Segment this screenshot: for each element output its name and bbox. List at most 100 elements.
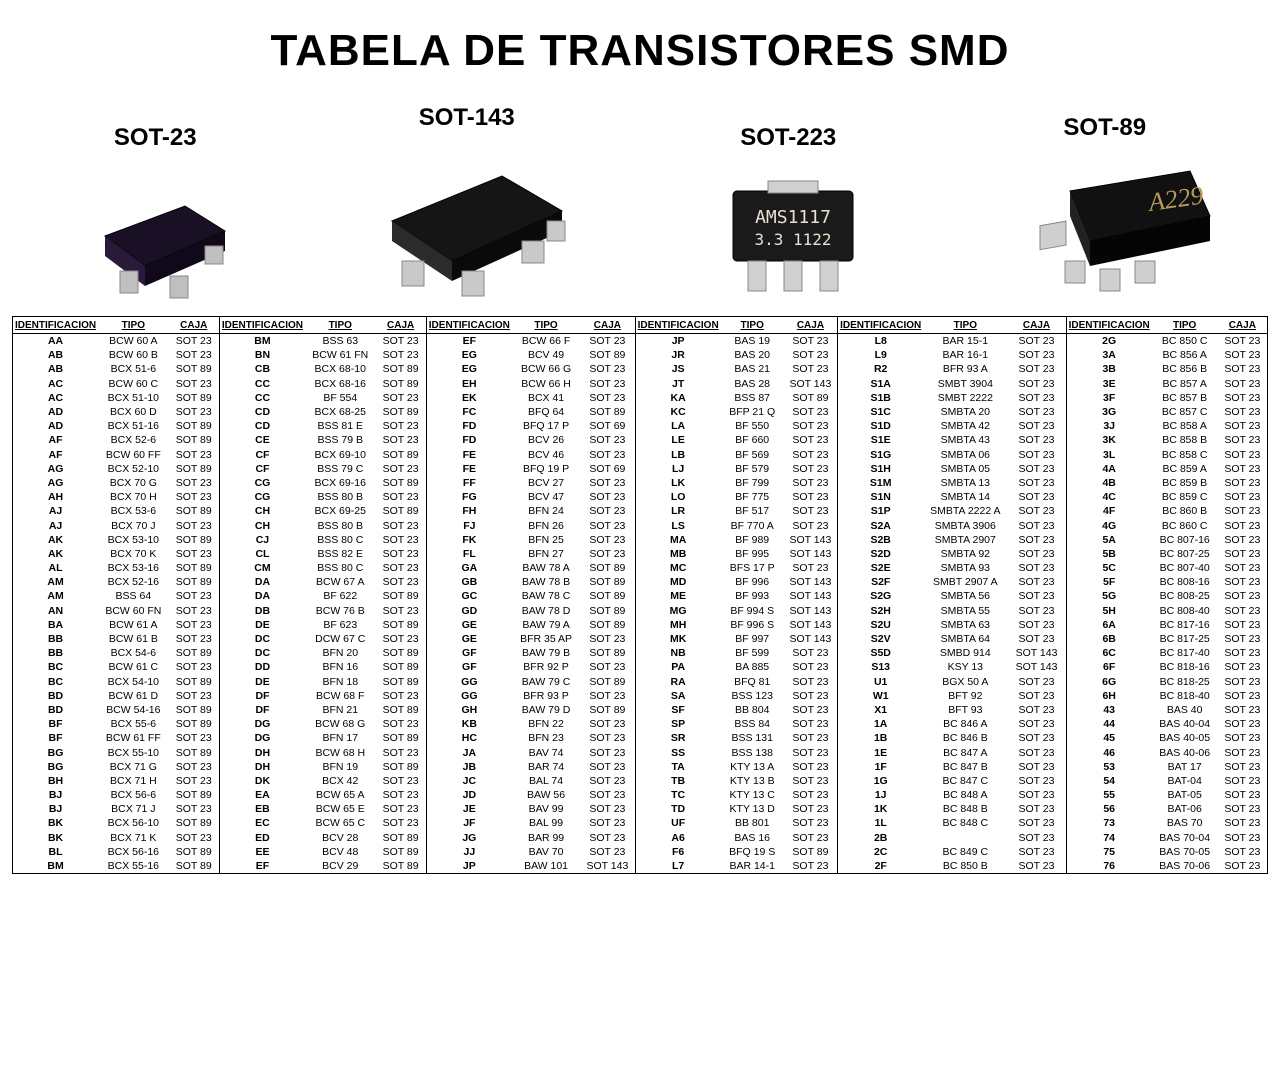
table-row: BMBCX 55-16SOT 89 [13, 859, 219, 873]
type-cell: BCX 51-6 [98, 362, 168, 376]
table-row: DFBCW 68 FSOT 23 [220, 689, 426, 703]
table-row: FHBFN 24SOT 23 [427, 504, 635, 518]
package-cell: SOT 89 [169, 362, 219, 376]
type-cell: BAR 74 [512, 760, 580, 774]
type-cell: BC 857 B [1152, 391, 1218, 405]
package-cell: SOT 23 [1007, 760, 1065, 774]
id-cell: 2G [1067, 334, 1152, 349]
package-cell: SOT 23 [784, 831, 837, 845]
type-cell: BAS 40-05 [1152, 731, 1218, 745]
package-cell: SOT 143 [784, 547, 837, 561]
type-cell: KTY 13 C [721, 788, 784, 802]
id-cell: 1G [838, 774, 923, 788]
type-cell: BCX 52-6 [98, 433, 168, 447]
package-cell: SOT 89 [375, 859, 425, 873]
id-cell: 3E [1067, 377, 1152, 391]
id-cell: FJ [427, 518, 512, 532]
package-cell: SOT 23 [1007, 561, 1065, 575]
package-cell: SOT 23 [169, 689, 219, 703]
id-cell: JR [636, 348, 721, 362]
package-cell: SOT 89 [169, 462, 219, 476]
package-cell: SOT 89 [375, 377, 425, 391]
package-cell: SOT 23 [1007, 547, 1065, 561]
package-cell: SOT 89 [169, 419, 219, 433]
table-group: IDENTIFICACIONTIPOCAJAL8BAR 15-1SOT 23L9… [838, 317, 1066, 874]
type-cell: BF 554 [305, 391, 375, 405]
package-cell: SOT 23 [1218, 859, 1267, 873]
type-cell: BF 550 [721, 419, 784, 433]
id-cell: BN [220, 348, 305, 362]
package-cell: SOT 23 [1218, 362, 1267, 376]
package-cell: SOT 23 [1007, 745, 1065, 759]
id-cell: 76 [1067, 859, 1152, 873]
table-row: CDBCX 68-25SOT 89 [220, 405, 426, 419]
id-cell: GG [427, 675, 512, 689]
type-cell: BCX 56-16 [98, 845, 168, 859]
type-cell: BF 660 [721, 433, 784, 447]
type-cell: BCX 55-16 [98, 859, 168, 873]
type-cell: BFQ 17 P [512, 419, 580, 433]
table-row: FLBFN 27SOT 23 [427, 547, 635, 561]
table-row: 6ABC 817-16SOT 23 [1067, 618, 1267, 632]
id-cell: DH [220, 745, 305, 759]
package-sot143: SOT-143 [352, 104, 582, 306]
table-row: GFBFR 92 PSOT 23 [427, 660, 635, 674]
table-row: DBBCW 76 BSOT 23 [220, 604, 426, 618]
id-cell: EE [220, 845, 305, 859]
id-cell: EH [427, 377, 512, 391]
type-cell: BCV 26 [512, 433, 580, 447]
id-cell: BK [13, 816, 98, 830]
id-cell: 1E [838, 745, 923, 759]
table-row: CDBSS 81 ESOT 23 [220, 419, 426, 433]
column-header: CAJA [375, 317, 425, 334]
type-cell: BGX 50 A [923, 675, 1007, 689]
type-cell: SMBTA 14 [923, 490, 1007, 504]
type-cell: BCX 51-10 [98, 391, 168, 405]
table-row: AKBCX 70 KSOT 23 [13, 547, 219, 561]
package-cell: SOT 89 [169, 703, 219, 717]
table-row: BFBCX 55-6SOT 89 [13, 717, 219, 731]
type-cell: BAS 70-04 [1152, 831, 1218, 845]
type-cell: BF 569 [721, 448, 784, 462]
package-cell: SOT 23 [580, 731, 634, 745]
package-cell: SOT 89 [169, 433, 219, 447]
type-cell: BAT 17 [1152, 760, 1218, 774]
table-row: AABCW 60 ASOT 23 [13, 334, 219, 349]
table-row: 1LBC 848 CSOT 23 [838, 816, 1065, 830]
type-cell: BSS 80 B [305, 518, 375, 532]
table-row: LSBF 770 ASOT 23 [636, 518, 838, 532]
type-cell: BCW 76 B [305, 604, 375, 618]
table-row: AFBCX 52-6SOT 89 [13, 433, 219, 447]
package-cell: SOT 23 [1218, 675, 1267, 689]
package-cell: SOT 89 [580, 561, 634, 575]
table-row: S1NSMBTA 14SOT 23 [838, 490, 1065, 504]
type-cell: BCV 28 [305, 831, 375, 845]
transistor-table: IDENTIFICACIONTIPOCAJAAABCW 60 ASOT 23AB… [12, 316, 1268, 874]
type-cell: BSS 79 C [305, 462, 375, 476]
column-header: TIPO [923, 317, 1007, 334]
table-row: S2GSMBTA 56SOT 23 [838, 589, 1065, 603]
id-cell: JE [427, 802, 512, 816]
id-cell: S1M [838, 476, 923, 490]
table-row: 1EBC 847 ASOT 23 [838, 745, 1065, 759]
type-cell: BF 996 [721, 575, 784, 589]
type-cell: BCX 53-6 [98, 504, 168, 518]
table-row: CFBSS 79 CSOT 23 [220, 462, 426, 476]
package-cell: SOT 23 [1007, 703, 1065, 717]
table-row: BDBCW 54-16SOT 89 [13, 703, 219, 717]
type-cell: BCX 69-16 [305, 476, 375, 490]
table-row: 2CBC 849 CSOT 23 [838, 845, 1065, 859]
table-row: S1GSMBTA 06SOT 23 [838, 448, 1065, 462]
id-cell: LS [636, 518, 721, 532]
id-cell: BG [13, 745, 98, 759]
id-cell: CL [220, 547, 305, 561]
id-cell: 2C [838, 845, 923, 859]
table-row: 3JBC 858 ASOT 23 [1067, 419, 1267, 433]
package-cell: SOT 23 [1218, 788, 1267, 802]
package-cell: SOT 23 [580, 802, 634, 816]
id-cell: 1B [838, 731, 923, 745]
type-cell: BCX 54-10 [98, 675, 168, 689]
package-cell: SOT 23 [375, 533, 425, 547]
id-cell: AC [13, 377, 98, 391]
id-cell: FF [427, 476, 512, 490]
